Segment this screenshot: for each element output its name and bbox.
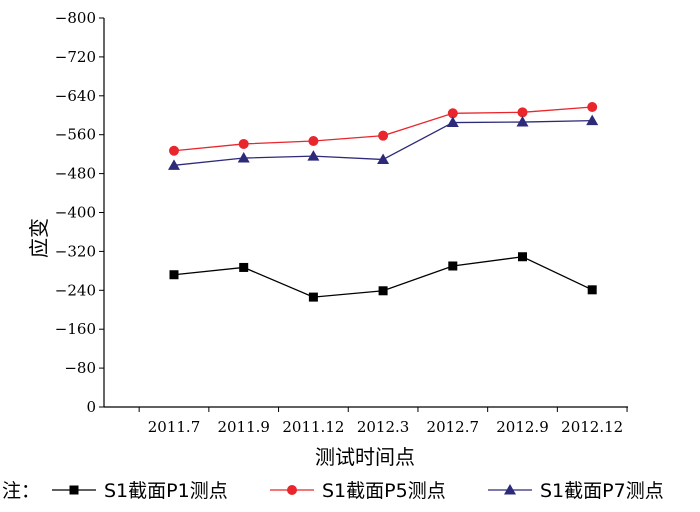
data-point (518, 252, 527, 262)
data-point (517, 107, 528, 118)
data-point (378, 286, 388, 296)
y-tick-label: −720 (55, 48, 96, 66)
y-tick-label: −640 (55, 87, 96, 105)
series-line (173, 106, 593, 152)
data-point (238, 138, 249, 149)
data-point (516, 116, 529, 127)
data-point (377, 153, 390, 164)
legend-marker (504, 484, 516, 495)
legend-label: S1截面P5测点 (322, 480, 446, 502)
data-point (587, 101, 598, 112)
x-tick-label: 2011.7 (148, 418, 201, 436)
data-point (587, 285, 597, 295)
x-tick-label: 2012.9 (496, 418, 549, 436)
axes (103, 18, 628, 408)
y-axis-title: 应变 (27, 218, 51, 258)
legend-prefix: 注： (2, 480, 40, 502)
legend-label: S1截面P7测点 (540, 480, 664, 502)
data-point (169, 270, 179, 280)
data-point (447, 108, 458, 119)
x-tick-label: 2012.7 (427, 418, 480, 436)
y-tick-label: −320 (55, 242, 96, 260)
y-tick-label: −80 (64, 359, 96, 377)
legend-item-3: S1截面P7测点 (488, 480, 664, 502)
legend-label: S1截面P1测点 (104, 480, 228, 502)
x-tick-label: 2012.3 (357, 418, 410, 436)
x-axis-title: 测试时间点 (315, 445, 415, 469)
data-point (169, 145, 179, 156)
data-point (307, 150, 320, 161)
x-tick-label: 2011.9 (217, 418, 270, 436)
legend-marker (287, 485, 297, 495)
legend-item-1: S1截面P1测点 (52, 480, 228, 502)
x-tick-label: 2011.12 (282, 418, 344, 436)
data-point (378, 130, 389, 141)
x-tick-label: 2012.12 (561, 418, 623, 436)
y-tick-label: −800 (55, 9, 96, 27)
legend-item-2: S1截面P5测点 (270, 480, 446, 502)
y-tick-label: −480 (55, 165, 96, 183)
data-point (237, 152, 250, 163)
data-point (586, 114, 599, 126)
y-tick-label: −560 (55, 126, 96, 144)
legend: 注： S1截面P1测点 S1截面P5测点 S1截面P7测点 (2, 480, 664, 502)
data-point (239, 262, 249, 272)
series-1 (169, 252, 597, 302)
data-point (446, 116, 459, 128)
y-axis-ticks: −800−720−640−560−480−400−320−240−160−800 (55, 9, 104, 416)
legend-marker (69, 485, 79, 495)
y-tick-label: −400 (55, 204, 96, 222)
series-3 (168, 114, 599, 170)
y-tick-label: −240 (55, 281, 96, 299)
series-layer (168, 101, 599, 302)
y-tick-label: −160 (55, 320, 96, 338)
data-point (448, 261, 458, 271)
data-point (308, 136, 319, 147)
data-point (168, 159, 180, 170)
series-2 (169, 101, 598, 156)
x-axis-ticks: 2011.7 2011.9 2011.12 2012.3 2012.7 2012.9 201… (138, 407, 628, 436)
data-point (308, 292, 318, 302)
y-tick-label: 0 (86, 398, 96, 416)
